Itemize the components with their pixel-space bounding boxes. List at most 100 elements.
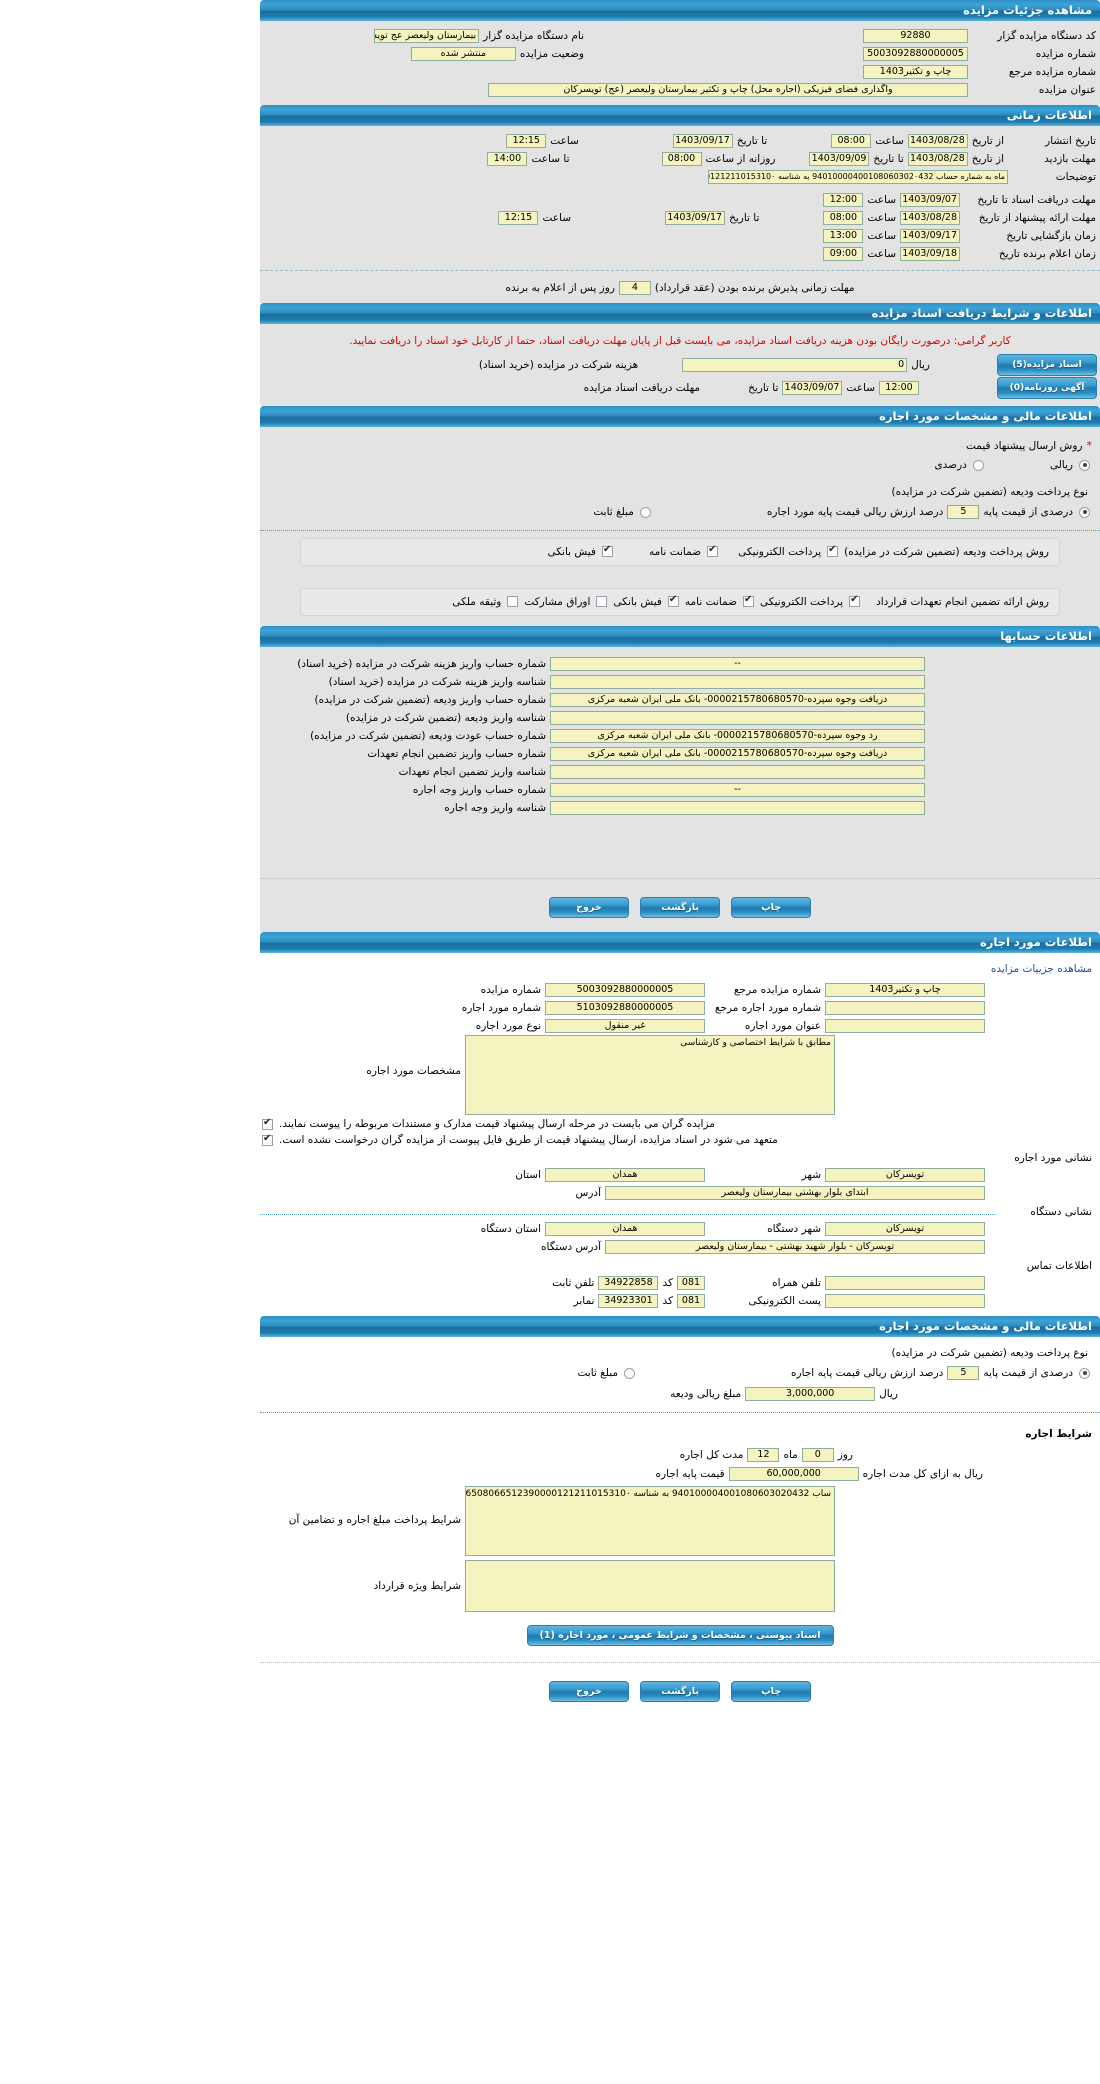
- divider-bottom: [260, 1662, 1100, 1663]
- row-fax: پست الکترونیکی 081 کد 34923301 نمابر: [260, 1292, 1100, 1309]
- label-docs-receive-deadline: مهلت دریافت اسناد مزایده: [583, 382, 701, 394]
- label-base-price: قیمت پایه اجاره: [655, 1468, 725, 1480]
- divider-accounts-bottom: [260, 878, 1100, 879]
- checkbox-guarantee-bank-receipt[interactable]: [667, 594, 679, 607]
- row-account-5: دریافت وجوه سپرده-0000215780680570- بانک…: [260, 745, 1100, 762]
- section-header-auction-details: مشاهده جزئیات مزایده: [260, 0, 1100, 21]
- field-rental-ref: [825, 1000, 985, 1015]
- field-time-note: ماه به شماره حساب 94010000400108060302٠4…: [708, 169, 1008, 184]
- row-auction-title: عنوان مزایده واگذاری فضای فیزیکی (اجاره …: [260, 81, 1100, 98]
- checkbox-guarantee-letter[interactable]: [743, 594, 755, 607]
- checkbox-guarantee-electronic[interactable]: [849, 594, 861, 607]
- auction-documents-button[interactable]: اسناد مزایده(5): [997, 354, 1097, 376]
- row-base-price: ریال به ازای کل مدت اجاره 60,000,000 قیم…: [260, 1465, 1100, 1485]
- row-account-7: -- شماره حساب واریز وجه اجاره: [260, 781, 1100, 798]
- field-tel: 34922858: [598, 1275, 659, 1290]
- newspaper-ads-button[interactable]: آگهی روزنامه(0): [997, 377, 1097, 399]
- back-button-top[interactable]: بازگشت: [640, 897, 720, 918]
- radio-price-percent[interactable]: [972, 459, 984, 471]
- row-account-0: -- شماره حساب واریز هزینه شرکت در مزایده…: [260, 655, 1100, 672]
- checkbox-guarantee-property-deed[interactable]: [507, 596, 519, 607]
- row-publish-date: تاریخ انتشار از تاریخ 1403/08/28 ساعت 08…: [260, 132, 1100, 149]
- field-docs-receive-date: 1403/09/07: [782, 381, 843, 395]
- docs-warning-text: کاربر گرامی: درصورت رایگان بودن هزینه در…: [349, 335, 1011, 347]
- rental-info-panel: مشاهده جزییات مزایده چاپ و تکثیر1403 شما…: [260, 953, 1100, 1316]
- field-visit-daily-from: 08:00: [661, 151, 702, 166]
- label-account-0: شماره حساب واریز هزینه شرکت در مزایده (خ…: [297, 657, 546, 670]
- label-auction-status: وضعیت مزایده: [519, 47, 584, 60]
- field-winner-time: 09:00: [823, 246, 864, 261]
- radio-deposit-fixed[interactable]: [639, 506, 651, 518]
- row-statement-1: مزایده گران می بایست در مرحله ارسال پیشن…: [260, 1116, 1100, 1132]
- row-auction-number: شماره مزایده 5003092880000005 وضعیت مزای…: [260, 45, 1100, 62]
- label-base-price-unit: ریال به ازای کل مدت اجاره: [862, 1468, 983, 1480]
- field-auction-title: واگذاری فضای فیزیکی (اجاره محل) چاپ و تک…: [488, 82, 968, 97]
- checkbox-statement-1[interactable]: [262, 1117, 273, 1130]
- field-tel-code: 081: [677, 1275, 705, 1290]
- field-account-7: --: [550, 782, 925, 797]
- divider-org-address: [260, 1214, 995, 1215]
- label-docs-deadline-time: ساعت: [867, 193, 896, 206]
- radio-deposit-percent-2[interactable]: [1079, 1367, 1090, 1379]
- checkbox-statement-2[interactable]: [262, 1133, 273, 1146]
- row-deposit-amount: ریال 3,000,000 مبلغ ریالی ودیعه: [260, 1385, 1100, 1405]
- label-publish-to: تا تاریخ: [736, 134, 768, 147]
- section-header-time-info: اطلاعات زمانی: [260, 105, 1100, 126]
- row-docs-deadline: مهلت دریافت اسناد تا تاریخ 1403/09/07 سا…: [260, 191, 1100, 208]
- label-docs-receive-to: تا تاریخ: [748, 382, 779, 394]
- label-deposit-method: روش پرداخت ودیعه (تضمین شرکت در مزایده): [844, 545, 1049, 558]
- row-attachments-button: اسناد پیوستی ، مشخصات و شرایط عمومی ، مو…: [260, 1613, 1100, 1652]
- label-org-city: شهر دستگاه: [767, 1222, 821, 1235]
- field-publish-to-time: 12:15: [506, 133, 547, 148]
- row-rental-auction-no: چاپ و تکثیر1403 شماره مزایده مرجع 500309…: [260, 981, 1100, 998]
- print-button-bottom[interactable]: چاپ: [731, 1681, 812, 1702]
- label-visit-deadline: مهلت بازدید: [1044, 152, 1096, 165]
- back-button-bottom[interactable]: بازگشت: [640, 1681, 720, 1702]
- label-account-6: شناسه واریز تضمین انجام تعهدات: [398, 765, 546, 778]
- action-buttons-bottom: چاپ بازگشت خروج: [260, 1669, 1100, 1710]
- row-account-8: شناسه واریز وجه اجاره: [260, 799, 1100, 816]
- label-email: پست الکترونیکی: [748, 1294, 821, 1307]
- radio-deposit-percent[interactable]: [1079, 506, 1090, 518]
- checkbox-deposit-bank-receipt[interactable]: [601, 544, 613, 557]
- row-account-2: دریافت وجوه سپرده-0000215780680570- بانک…: [260, 691, 1100, 708]
- checkbox-deposit-electronic[interactable]: [827, 544, 839, 557]
- radio-deposit-fixed-2[interactable]: [624, 1367, 636, 1379]
- exit-button-bottom[interactable]: خروج: [548, 1681, 629, 1702]
- label-account-3: شناسه واریز ودیعه (تضمین شرکت در مزایده): [345, 711, 546, 724]
- radio-price-rial[interactable]: [1079, 459, 1090, 471]
- field-account-5: دریافت وجوه سپرده-0000215780680570- بانک…: [550, 746, 925, 761]
- label-account-2: شماره حساب واریز ودیعه (تضمین شرکت در مز…: [314, 693, 546, 706]
- field-rental-no: 5103092880000005: [545, 1000, 705, 1015]
- view-auction-details-link[interactable]: مشاهده جزییات مزایده: [990, 963, 1092, 975]
- label-accept-prefix: مهلت زمانی پذیرش برنده بودن (عقد قرارداد…: [654, 281, 855, 294]
- row-auction-ref: شماره مزایده مرجع چاپ و تکثیر1403: [260, 63, 1100, 80]
- attachments-terms-button[interactable]: اسناد پیوستی ، مشخصات و شرایط عمومی ، مو…: [526, 1625, 834, 1646]
- print-button-top[interactable]: چاپ: [731, 897, 812, 918]
- section-header-rental-info: اطلاعات مورد اجاره: [260, 932, 1100, 953]
- label-guarantee-property-deed: وثیقه ملکی: [452, 595, 502, 608]
- checkbox-deposit-guarantee-letter[interactable]: [707, 544, 719, 557]
- field-opening-time: 13:00: [823, 228, 864, 243]
- field-docs-deadline-date: 1403/09/07: [900, 192, 960, 207]
- exit-button-top[interactable]: خروج: [548, 897, 629, 918]
- row-org-location: تویسرکان شهر دستگاه همدان استان دستگاه: [260, 1220, 1100, 1237]
- label-time-note: توضیحات: [1055, 170, 1096, 183]
- label-cost-unit: ریال: [911, 359, 930, 371]
- field-org-city: تویسرکان: [825, 1221, 985, 1236]
- row-deposit-methods: روش پرداخت ودیعه (تضمین شرکت در مزایده) …: [307, 543, 1053, 560]
- label-fax: نمابر: [573, 1294, 595, 1307]
- label-offer-time: ساعت: [867, 211, 896, 224]
- label-rental-ref-no: شماره مزایده مرجع: [733, 983, 821, 996]
- label-account-7: شماره حساب واریز وجه اجاره: [412, 783, 546, 796]
- divider-time: [260, 270, 1100, 271]
- field-publish-from-date: 1403/08/28: [907, 133, 968, 148]
- row-statement-2: متعهد می شود در اسناد مزایده، ارسال پیشن…: [260, 1132, 1100, 1148]
- checkbox-guarantee-bonds[interactable]: [596, 596, 608, 607]
- field-email: [825, 1293, 985, 1308]
- row-org-address: تویسرکان - بلوار شهید بهشتی - بیمارستان …: [260, 1238, 1100, 1255]
- field-auction-ref: چاپ و تکثیر1403: [863, 64, 968, 79]
- row-guarantee-methods: روش ارائه تضمین انجام تعهدات قرارداد پرد…: [307, 593, 1053, 610]
- auction-details-page: مشاهده جزئیات مزایده کد دستگاه مزایده گز…: [260, 0, 1100, 1716]
- label-price-method: روش ارسال پیشنهاد قیمت: [966, 439, 1083, 452]
